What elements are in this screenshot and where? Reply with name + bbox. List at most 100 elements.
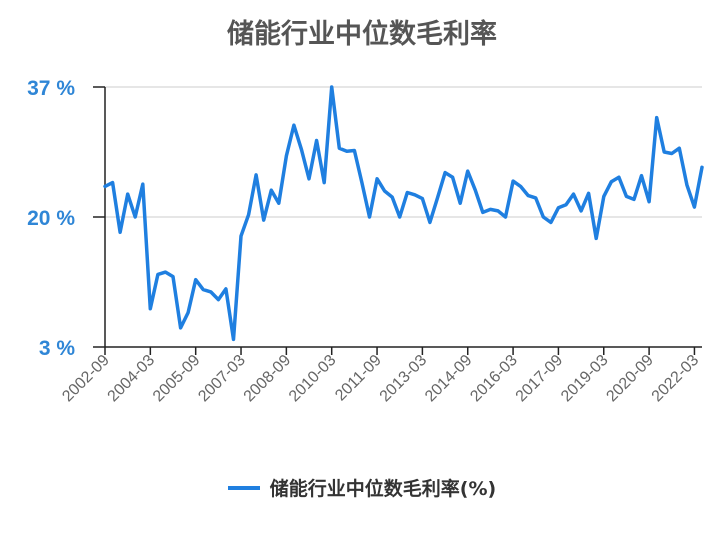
data-point	[308, 177, 311, 180]
legend-label: 储能行业中位数毛利率(%)	[269, 478, 497, 500]
data-point	[255, 173, 258, 176]
data-point	[353, 149, 356, 152]
data-point	[345, 150, 348, 153]
legend: 储能行业中位数毛利率(%)	[0, 474, 724, 501]
data-point	[610, 180, 613, 183]
series-layer	[103, 85, 704, 342]
data-point	[685, 183, 688, 186]
data-point	[587, 192, 590, 195]
x-tick-label: 2016-03	[467, 352, 521, 406]
data-point	[580, 209, 583, 212]
data-point	[292, 124, 295, 127]
data-point	[542, 216, 545, 219]
x-tick-label: 2008-09	[241, 352, 295, 406]
data-point	[406, 191, 409, 194]
data-point	[149, 307, 152, 310]
data-point	[595, 237, 598, 240]
data-point	[126, 193, 129, 196]
data-point	[187, 311, 190, 314]
data-point	[428, 221, 431, 224]
data-point	[285, 154, 288, 157]
data-point	[421, 197, 424, 200]
data-point	[156, 273, 159, 276]
x-tick-label: 2014-09	[422, 352, 476, 406]
data-point	[360, 181, 363, 184]
data-point	[383, 190, 386, 193]
x-tick-label: 2005-09	[150, 352, 204, 406]
data-point	[119, 231, 122, 234]
data-point	[194, 278, 197, 281]
data-point	[693, 206, 696, 209]
grid-lines	[105, 86, 702, 218]
data-point	[519, 185, 522, 188]
data-point	[315, 139, 318, 142]
legend-swatch	[227, 485, 260, 490]
x-tick-label: 2010-03	[286, 352, 340, 406]
data-point	[534, 196, 537, 199]
data-point	[104, 185, 107, 188]
data-point	[134, 216, 137, 219]
y-tick-label: 37 %	[27, 77, 75, 100]
data-point	[217, 298, 220, 301]
data-point	[572, 193, 575, 196]
data-point	[512, 180, 515, 183]
data-point	[678, 147, 681, 150]
data-point	[323, 181, 326, 184]
data-point	[444, 171, 447, 174]
data-point	[111, 181, 114, 184]
data-point	[232, 338, 235, 341]
data-point	[474, 189, 477, 192]
data-point	[247, 213, 250, 216]
data-point	[376, 177, 379, 180]
axes	[93, 86, 702, 355]
data-point	[625, 195, 628, 198]
series-line	[103, 85, 704, 342]
data-point	[655, 116, 658, 119]
data-point	[240, 235, 243, 238]
data-point	[602, 195, 605, 198]
data-point	[436, 196, 439, 199]
x-tick-label: 2020-09	[603, 352, 657, 406]
chart-title: 储能行业中位数毛利率	[227, 19, 497, 50]
data-point	[164, 271, 167, 274]
data-point	[466, 170, 469, 173]
data-point	[172, 275, 175, 278]
data-point	[451, 176, 454, 179]
x-tick-label: 2007-03	[195, 352, 249, 406]
data-point	[565, 203, 568, 206]
data-point	[209, 290, 212, 293]
data-point	[398, 216, 401, 219]
data-point	[489, 208, 492, 211]
data-point	[330, 86, 333, 89]
x-tick-label: 2013-03	[377, 352, 431, 406]
data-point	[527, 194, 530, 197]
data-point	[640, 174, 643, 177]
data-point	[277, 202, 280, 205]
data-point	[338, 147, 341, 150]
x-tick-label: 2017-09	[513, 352, 567, 406]
data-point	[262, 219, 265, 222]
data-point	[670, 152, 673, 155]
data-point	[179, 326, 182, 329]
data-point	[202, 288, 205, 291]
data-point	[413, 193, 416, 196]
data-point	[459, 202, 462, 205]
data-point	[368, 216, 371, 219]
data-point	[270, 189, 273, 192]
data-point	[617, 176, 620, 179]
data-point	[663, 151, 666, 154]
x-tick-label: 2019-03	[558, 352, 612, 406]
data-point	[648, 200, 651, 203]
y-tick-label: 20 %	[27, 207, 75, 230]
data-point	[633, 198, 636, 201]
data-point	[300, 148, 303, 151]
data-point	[391, 196, 394, 199]
data-point	[701, 166, 704, 169]
data-point	[141, 183, 144, 186]
x-tick-labels: 2002-092004-032005-092007-032008-092010-…	[59, 352, 702, 406]
y-tick-label: 3 %	[39, 337, 76, 360]
x-tick-label: 2011-09	[332, 352, 385, 405]
data-point	[497, 209, 500, 212]
x-tick-label: 2004-03	[105, 352, 159, 406]
